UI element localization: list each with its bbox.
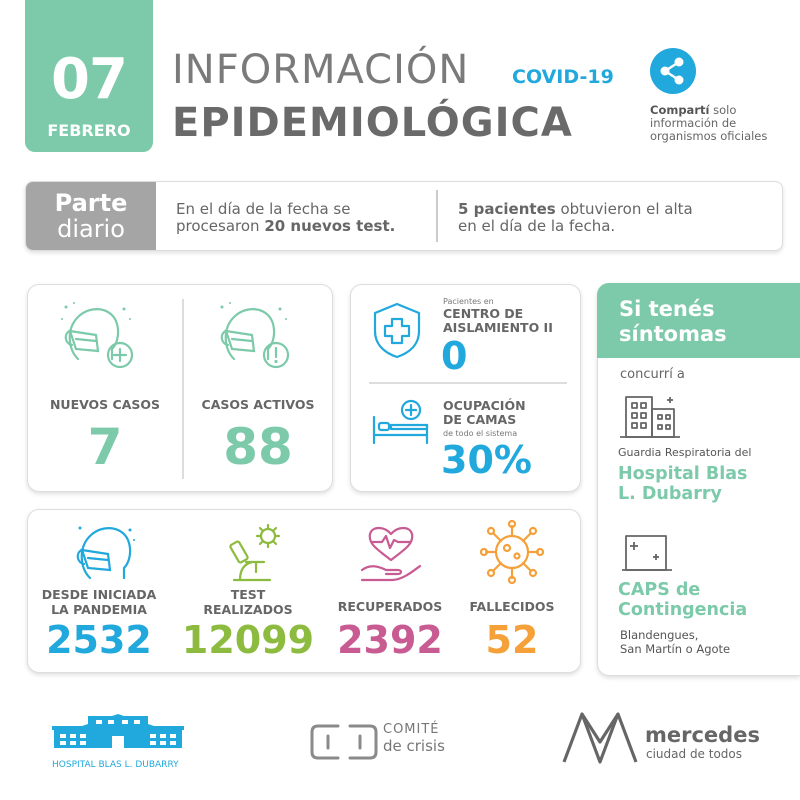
new-cases-label: NUEVOS CASOS (49, 397, 161, 412)
caps-name: CAPS de Contingencia (618, 580, 747, 620)
daily-discharge-rest: obtuvieron el alta (555, 200, 693, 218)
mercedes-line2: ciudad de todos (646, 747, 743, 761)
hospital-building-icon (620, 396, 680, 438)
recovered-value: 2392 (337, 618, 443, 662)
beds-title: OCUPACIÓN DE CAMAS (443, 399, 526, 427)
beds-small: de todo el sistema (443, 429, 518, 438)
masked-person-alert-icon (220, 302, 290, 369)
clinic-building-icon (622, 535, 672, 571)
comite-logo (310, 724, 378, 760)
tests-value: 12099 (181, 618, 315, 662)
deaths-value: 52 (485, 618, 539, 662)
comite-text: COMITÉ de crisis (383, 722, 445, 756)
beds-title-line1: OCUPACIÓN (443, 398, 526, 413)
hospital-bed-icon (372, 399, 429, 445)
microscope-virus-icon (229, 523, 281, 582)
masked-person-plus-icon (61, 302, 134, 369)
concurri-text: concurrí a (620, 367, 685, 382)
pandemic-value: 2532 (46, 618, 152, 662)
isolation-title-line2: AISLAMIENTO II (443, 320, 553, 335)
caps-address: Blandengues, San Martín o Agote (620, 628, 730, 656)
hospital-name: Hospital Blas L. Dubarry (618, 464, 747, 504)
daily-tests-text: En el día de la fecha se procesaron 20 n… (176, 201, 395, 235)
tests-label-line1: TEST (230, 587, 266, 602)
daily-discharge-line2: en el día de la fecha. (458, 217, 616, 235)
title-line2: EPIDEMIOLÓGICA (172, 100, 573, 146)
guardia-text: Guardia Respiratoria del (618, 446, 752, 459)
daily-tag-line2: diario (57, 215, 125, 243)
hospital-name-line1: Hospital Blas (618, 464, 748, 484)
symptoms-header: Si tenés síntomas (597, 283, 800, 358)
covid-tag: COVID-19 (512, 66, 614, 88)
hospital-logo (52, 714, 184, 748)
isolation-title: CENTRO DE AISLAMIENTO II (443, 307, 553, 335)
daily-report-bar: Parte diario En el día de la fecha se pr… (25, 181, 783, 251)
share-notice: Compartí solo información de organismos … (650, 104, 790, 143)
active-cases-label: CASOS ACTIVOS (201, 397, 315, 412)
caps-address-line2: San Martín o Agote (620, 642, 731, 656)
hospital-name-line2: L. Dubarry (618, 484, 722, 504)
isolation-card: Pacientes en CENTRO DE AISLAMIENTO II 0 … (350, 284, 581, 492)
deaths-label: FALLECIDOS (469, 599, 555, 614)
tests-label-line2: REALIZADOS (203, 602, 293, 617)
isolation-value: 0 (441, 334, 468, 378)
totals-card: DESDE INICIADA LA PANDEMIA 2532 TEST REA… (27, 509, 581, 673)
caps-name-line1: CAPS de (618, 580, 701, 600)
daily-tag-line1: Parte (54, 189, 128, 217)
cases-divider (182, 299, 184, 479)
share-rest: solo (709, 103, 737, 117)
share-line3: organismos oficiales (650, 129, 768, 143)
pandemic-label: DESDE INICIADA LA PANDEMIA (28, 587, 170, 617)
daily-tests-line1: En el día de la fecha se (176, 200, 351, 218)
date-month: FEBRERO (47, 121, 131, 140)
mercedes-logo (562, 712, 638, 764)
isolation-small: Pacientes en (443, 297, 494, 306)
new-cases-value: 7 (87, 418, 123, 476)
daily-discharge-text: 5 pacientes obtuvieron el alta en el día… (458, 201, 693, 235)
symptoms-line2: síntomas (619, 322, 727, 346)
active-cases-value: 88 (223, 418, 293, 476)
masked-person-icon (76, 526, 135, 580)
symptoms-line1: Si tenés (619, 297, 715, 321)
isolation-divider (369, 382, 567, 384)
beds-value: 30% (441, 438, 532, 482)
tests-label: TEST REALIZADOS (178, 587, 318, 617)
isolation-title-line1: CENTRO DE (443, 306, 524, 321)
hospital-logo-caption: HOSPITAL BLAS L. DUBARRY (52, 760, 179, 770)
caps-address-line1: Blandengues, (620, 628, 699, 642)
pandemic-label-line1: DESDE INICIADA (41, 587, 157, 602)
virus-icon (480, 520, 544, 584)
heart-hand-icon (360, 526, 422, 582)
share-line2: información de (650, 116, 737, 130)
share-icon[interactable] (650, 48, 696, 94)
comite-line1: COMITÉ (383, 722, 440, 737)
comite-line2: de crisis (383, 737, 445, 755)
daily-report-tag: Parte diario (26, 182, 156, 250)
date-day: 07 (51, 47, 128, 112)
daily-tests-bold: 20 nuevos test. (264, 217, 396, 235)
daily-tests-pre: procesaron (176, 217, 265, 235)
daily-divider (436, 190, 438, 242)
caps-name-line2: Contingencia (618, 600, 748, 620)
date-badge: 07 FEBRERO (25, 0, 153, 152)
recovered-label: RECUPERADOS (337, 599, 443, 614)
share-bold: Compartí (650, 103, 710, 117)
title-line1: INFORMACIÓN (172, 47, 470, 93)
pandemic-label-line2: LA PANDEMIA (51, 602, 147, 617)
daily-discharge-bold: 5 pacientes (458, 200, 556, 218)
beds-title-line2: DE CAMAS (443, 412, 517, 427)
shield-cross-icon (373, 302, 421, 359)
cases-card: NUEVOS CASOS 7 CASOS ACTIVOS 88 (27, 284, 333, 492)
mercedes-line1: mercedes (645, 723, 760, 747)
